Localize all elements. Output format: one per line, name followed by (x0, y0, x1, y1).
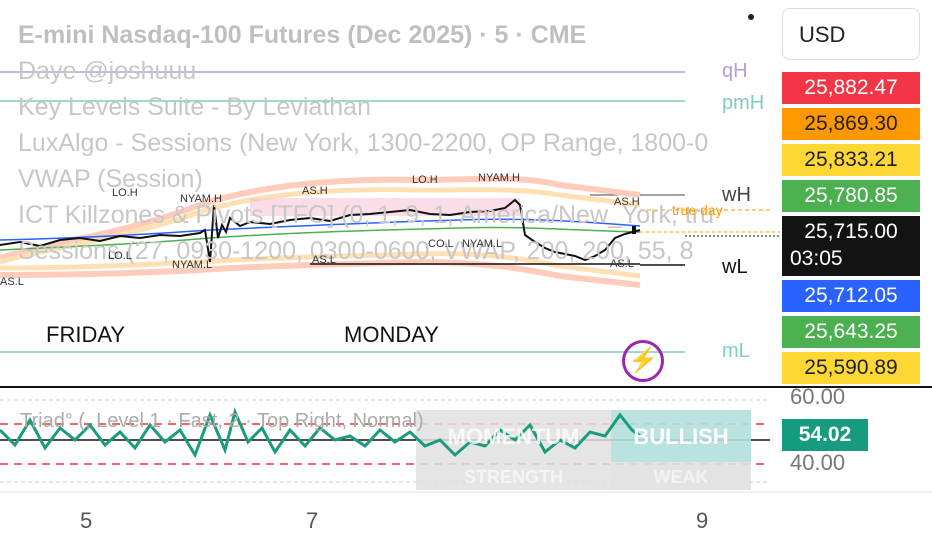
session-label: CO.L (428, 238, 454, 250)
time-axis-label: 9 (696, 508, 709, 533)
indicator-label[interactable]: Key Levels Suite - By Leviathan (18, 93, 371, 121)
session-box (250, 198, 520, 216)
vwap-line (0, 218, 641, 241)
time-axis-label: 5 (80, 508, 93, 533)
session-label: AS.L (0, 276, 24, 288)
price-line (0, 198, 641, 263)
level-label-ml: mL (722, 340, 750, 362)
lower-band-inner (0, 251, 641, 279)
level-label-qh: qH (722, 60, 748, 82)
menu-dot-icon[interactable] (748, 14, 754, 20)
price-tag: 25,869.30 (782, 108, 920, 140)
level-label-wl: wL (722, 256, 748, 278)
lower-band-outer (0, 258, 641, 288)
indicator-label[interactable]: ICT Killzones & Pivots [TFO] (0, 1, 9, 1… (18, 201, 715, 229)
osc-axis-tick: 60.00 (790, 384, 846, 409)
day-label-monday: MONDAY (344, 322, 439, 347)
session-label: AS.H (302, 185, 328, 197)
indicator-label[interactable]: Sessions (27, 0930-1200, 0300-0600, VWAP… (18, 237, 694, 265)
level-label-true-day: true day (672, 202, 723, 218)
table-weak: WEAK (653, 467, 709, 487)
session-label: AS.L (610, 258, 634, 270)
price-tag: 25,712.05 (782, 280, 920, 312)
indicator-label[interactable]: LuxAlgo - Sessions (New York, 1300-2200,… (18, 129, 709, 157)
table-bullish-bg (611, 410, 751, 462)
table-bullish: BULLISH (633, 424, 729, 449)
session-label: LO.H (412, 174, 438, 186)
session-label: LO.H (112, 187, 138, 199)
price-tag: 25,590.89 (782, 352, 920, 384)
oscillator-value-tag: 54.02 (782, 419, 868, 451)
last-candle (632, 226, 636, 234)
current-price-tag: 25,715.00 03:05 (782, 216, 920, 276)
indicator-label[interactable]: Daye @joshuuu (18, 57, 197, 85)
table-strength: STRENGTH (464, 467, 563, 487)
time-axis-label: 7 (306, 508, 319, 533)
session-label: NYAM.H (180, 193, 222, 205)
currency-selector[interactable]: USD (782, 8, 920, 60)
session-label: AS.H (614, 196, 640, 208)
osc-axis-tick: 40.00 (790, 450, 846, 475)
price-tag: 25,643.25 (782, 316, 920, 348)
price-tag: 25,833.21 (782, 144, 920, 176)
table-momentum: MOMENTUM (447, 424, 580, 449)
price-tag: 25,882.47 (782, 72, 920, 104)
price-tag: 25,780.85 (782, 180, 920, 212)
level-label-wh: wH (722, 184, 751, 206)
session-label: NYAM.H (478, 172, 520, 184)
day-label-friday: FRIDAY (46, 322, 126, 347)
session-label: NYAM.L (462, 238, 503, 250)
oscillator-line (0, 407, 641, 459)
countdown-timer: 03:05 (790, 247, 843, 270)
upper-band-inner (0, 187, 641, 265)
lightning-icon[interactable]: ⚡ (622, 340, 664, 382)
current-price-value: 25,715.00 (804, 220, 898, 243)
session-label: LO.L (108, 250, 132, 262)
indicator-label[interactable]: VWAP (Session) (18, 165, 203, 193)
table-weak-bg (611, 462, 751, 490)
level-label-pmh: pmH (722, 92, 765, 114)
oscillator-label[interactable]: Triad° (, Level 1 · Fast, 2 · Top Right,… (20, 410, 424, 432)
symbol-title[interactable]: E-mini Nasdaq-100 Futures (Dec 2025) · 5… (18, 21, 587, 49)
session-ma-line (0, 226, 641, 251)
session-label: NYAM.L (172, 259, 213, 271)
session-label: AS.L (312, 254, 336, 266)
